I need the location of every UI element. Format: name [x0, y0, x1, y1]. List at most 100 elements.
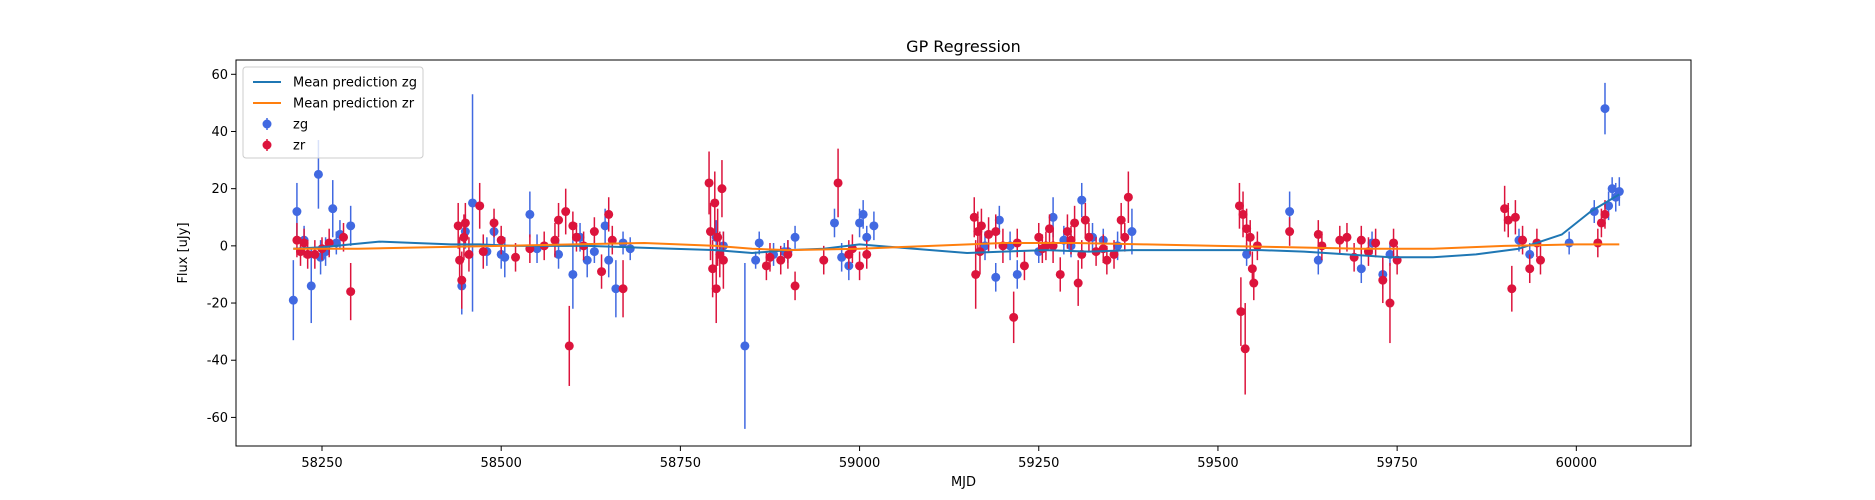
data-point: [550, 235, 560, 245]
y-tick-label: 40: [211, 125, 228, 140]
data-point: [455, 255, 465, 265]
data-point: [1045, 224, 1055, 234]
data-point: [1070, 218, 1080, 228]
data-point: [299, 238, 309, 248]
chart-title: GP Regression: [906, 37, 1021, 56]
data-point: [761, 261, 771, 271]
data-point: [751, 255, 761, 265]
data-point: [1593, 238, 1603, 248]
data-point: [568, 221, 578, 231]
data-point: [1356, 264, 1366, 274]
data-point: [1236, 307, 1246, 317]
data-point: [869, 221, 879, 231]
y-axis: -60 -40 -20 0 20 40 60: [207, 68, 236, 426]
data-point: [783, 249, 793, 259]
x-tick-label: 59250: [1018, 456, 1059, 471]
y-tick-label: 20: [211, 182, 228, 197]
data-point: [1245, 232, 1255, 242]
data-point: [1313, 229, 1323, 239]
line-mean-prediction-zg: [293, 193, 1620, 259]
legend-point-swatch: [262, 119, 272, 129]
x-tick-label: 58250: [301, 456, 342, 471]
data-point: [994, 215, 1004, 225]
data-point: [339, 232, 349, 242]
data-point: [1371, 238, 1381, 248]
data-point: [1249, 278, 1259, 288]
data-point: [554, 215, 564, 225]
line-mean-prediction-zr: [293, 242, 1620, 252]
data-point: [1503, 215, 1513, 225]
data-point: [604, 255, 614, 265]
data-point: [754, 238, 764, 248]
data-point: [1510, 212, 1520, 222]
data-point: [969, 212, 979, 222]
data-point: [571, 232, 581, 242]
data-point: [855, 218, 865, 228]
data-point: [1500, 204, 1510, 214]
data-point: [1242, 224, 1252, 234]
data-point: [833, 178, 843, 188]
data-point: [718, 255, 728, 265]
data-point: [1062, 227, 1072, 237]
data-point: [306, 281, 316, 291]
data-point: [971, 269, 981, 279]
data-point: [776, 255, 786, 265]
data-point: [496, 235, 506, 245]
x-tick-label: 59500: [1197, 456, 1238, 471]
data-point: [589, 247, 599, 257]
data-point: [568, 269, 578, 279]
data-point: [292, 235, 302, 245]
x-tick-label: 59750: [1376, 456, 1417, 471]
y-tick-label: 60: [211, 68, 228, 83]
data-point: [1127, 227, 1137, 237]
data-point: [288, 295, 298, 305]
data-point: [1342, 232, 1352, 242]
data-point: [561, 207, 571, 217]
data-point: [292, 207, 302, 217]
data-point: [1385, 298, 1395, 308]
data-point: [717, 184, 727, 194]
data-point: [819, 255, 829, 265]
data-point: [1564, 238, 1574, 248]
data-point: [711, 284, 721, 294]
data-point: [858, 209, 868, 219]
data-point: [1378, 275, 1388, 285]
x-tick-label: 58750: [660, 456, 701, 471]
data-point: [1109, 249, 1119, 259]
data-point: [1242, 249, 1252, 259]
data-point: [1518, 235, 1528, 245]
data-point: [1123, 192, 1133, 202]
data-point: [346, 221, 356, 231]
data-point: [468, 198, 478, 208]
data-point: [475, 201, 485, 211]
y-axis-label: Flux [uJy]: [176, 222, 191, 283]
data-point: [708, 264, 718, 274]
data-point: [976, 221, 986, 231]
data-point: [589, 227, 599, 237]
data-point: [1019, 261, 1029, 271]
data-point: [460, 218, 470, 228]
data-point: [1073, 278, 1083, 288]
data-point: [1614, 187, 1624, 197]
data-point: [710, 198, 720, 208]
data-point: [303, 249, 313, 259]
x-tick-label: 58500: [481, 456, 522, 471]
data-point: [1034, 232, 1044, 242]
legend-label: zr: [293, 139, 306, 154]
data-point: [554, 249, 564, 259]
x-tick-label: 59000: [839, 456, 880, 471]
data-point: [564, 341, 574, 351]
data-point: [1116, 215, 1126, 225]
data-point: [1120, 232, 1130, 242]
data-point: [1080, 215, 1090, 225]
data-point: [705, 227, 715, 237]
data-point: [511, 252, 521, 262]
data-point: [1525, 264, 1535, 274]
data-point: [1607, 184, 1617, 194]
data-point: [991, 272, 1001, 282]
data-point: [313, 169, 323, 179]
legend-box: [242, 66, 424, 159]
plot-content: [288, 82, 1624, 429]
data-point: [604, 209, 614, 219]
data-point: [837, 252, 847, 262]
